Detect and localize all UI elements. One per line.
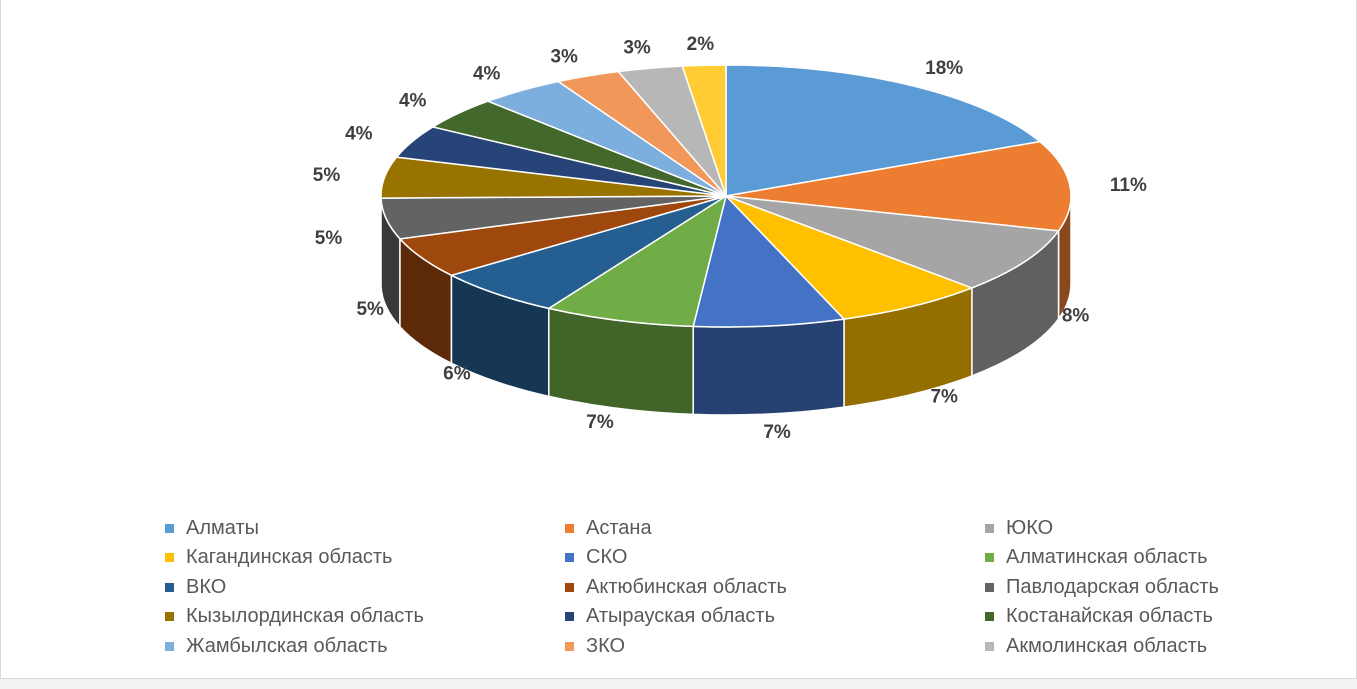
legend-item: Астана — [565, 515, 652, 541]
legend-swatch — [165, 523, 174, 533]
pie-side-walls — [380, 195, 1072, 416]
legend-swatch — [985, 553, 994, 562]
legend-label: Жамбылская область — [186, 634, 388, 657]
legend-item: Акмолинская область — [985, 633, 1207, 659]
slice-1-label: 18% — [925, 58, 963, 79]
legend-swatch — [985, 523, 994, 533]
legend-label: Алматы — [186, 516, 259, 539]
legend-swatch — [165, 553, 174, 562]
slice-4-label: 7% — [930, 386, 958, 407]
slice-4-top — [725, 195, 973, 320]
legend-item: Кагандинская область — [165, 545, 392, 571]
legend-label: Алматинская область — [1006, 546, 1208, 568]
legend-swatch — [165, 641, 174, 651]
slice-6-top — [548, 195, 727, 328]
slice-9-label: 5% — [315, 228, 343, 249]
legend-item: Костанайская область — [985, 604, 1213, 630]
legend-swatch — [565, 553, 574, 562]
slice-10-label: 5% — [313, 165, 341, 186]
legend-item: Алматы — [165, 515, 259, 541]
slice-6-label: 7% — [586, 412, 614, 433]
legend-swatch — [565, 523, 574, 533]
pie-top-slices — [380, 64, 1072, 328]
legend-swatch — [565, 612, 574, 621]
slice-7-label: 6% — [443, 364, 471, 385]
legend-swatch — [165, 582, 174, 592]
slice-16-top — [681, 64, 727, 197]
legend-item: СКО — [565, 545, 627, 571]
slice-16-label: 2% — [687, 34, 715, 55]
legend-swatch — [985, 612, 994, 621]
legend-label: ЗКО — [586, 634, 626, 657]
legend-item: Актюбинская область — [565, 574, 787, 600]
slice-2-top — [725, 140, 1072, 232]
legend-label: Астана — [586, 516, 652, 539]
legend-swatch — [985, 582, 994, 592]
legend-label: ЮКО — [1006, 516, 1054, 539]
legend-label: Актюбинская область — [586, 575, 787, 598]
legend-label: Костанайская область — [1006, 605, 1213, 627]
page-bottom-band — [0, 679, 1357, 689]
slice-2-label: 11% — [1110, 175, 1147, 196]
slice-5-top — [692, 195, 845, 328]
legend-swatch — [565, 641, 574, 651]
legend-label: ВКО — [186, 575, 227, 598]
legend-label: Кызылординская область — [186, 605, 424, 627]
slice-11-label: 4% — [345, 123, 373, 144]
legend-swatch — [565, 582, 574, 592]
slice-12-label: 4% — [399, 90, 427, 111]
slice-3-label: 8% — [1062, 305, 1090, 326]
legend-item: Атырауская область — [565, 604, 775, 630]
slice-5-label: 7% — [763, 422, 791, 443]
slice-15-label: 3% — [623, 38, 651, 59]
legend-item: ЮКО — [985, 515, 1053, 541]
legend-item: Павлодарская область — [985, 574, 1219, 600]
legend-label: Атырауская область — [586, 605, 775, 627]
legend-label: СКО — [586, 546, 628, 568]
legend-label: Кагандинская область — [186, 546, 393, 568]
slice-1-top — [725, 64, 1041, 197]
slice-7-top — [450, 195, 727, 310]
legend-item: ЗКО — [565, 633, 625, 659]
slice-3-top — [725, 195, 1060, 289]
slice-14-label: 3% — [550, 47, 578, 68]
legend-label: Павлодарская область — [1006, 575, 1219, 598]
legend-item: Кызылординская область — [165, 604, 424, 630]
legend-item: ВКО — [165, 574, 226, 600]
slice-8-label: 5% — [356, 299, 384, 320]
pie-data-labels: 18%11%8%7%7%7%6%5%5%5%4%4%4%3% 3% 2% — [313, 34, 1147, 443]
legend-swatch — [985, 641, 994, 651]
legend-swatch — [165, 612, 174, 621]
legend-item: Алматинская область — [985, 545, 1208, 571]
slice-5-side — [692, 318, 845, 416]
slice-13-label: 4% — [473, 64, 501, 85]
legend-item: Жамбылская область — [165, 633, 388, 659]
legend-label: Акмолинская область — [1006, 634, 1208, 657]
